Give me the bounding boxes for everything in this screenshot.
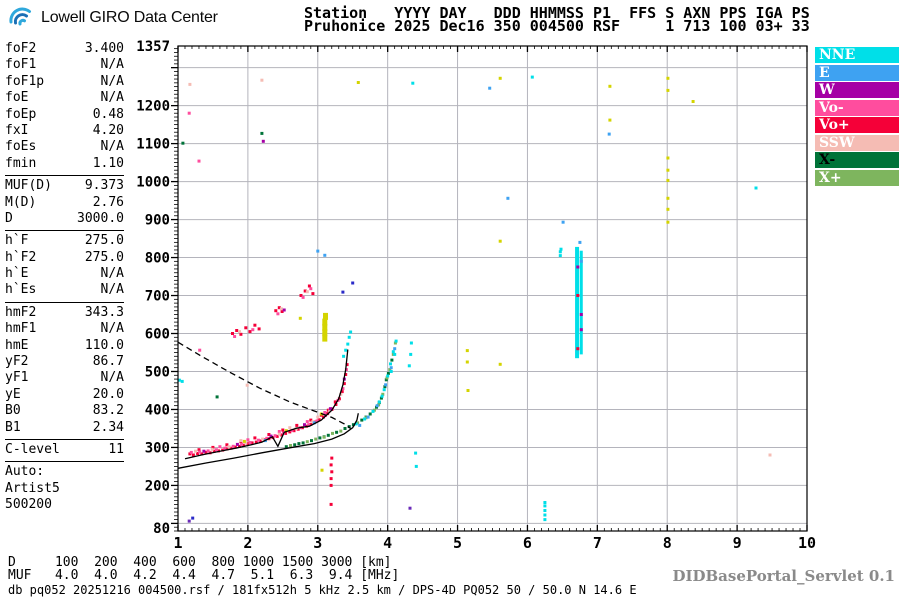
y-tick-label: 800 <box>145 251 170 267</box>
x-tick-label: 8 <box>663 534 672 552</box>
y-tick-label: 200 <box>145 478 170 494</box>
param-clevel: C-level 11 <box>5 441 124 457</box>
param-yf1: yF1 N/A <box>5 370 124 386</box>
param-md: M(D) 2.76 <box>5 194 124 210</box>
series-nne <box>177 75 758 522</box>
legend-vo-: Vo+ <box>815 117 899 133</box>
series-ssw <box>188 78 772 457</box>
param-hmf2: hmF2 343.3 <box>5 304 124 320</box>
profile-curve <box>177 413 359 469</box>
x-tick-label: 6 <box>523 534 532 552</box>
panel-separator <box>5 230 124 232</box>
o-trace-curve <box>184 349 349 460</box>
x-tick-label: 7 <box>593 534 602 552</box>
status-line: db pq052 20251216 004500.rsf / 181fx512h… <box>8 583 637 597</box>
series-vo- <box>187 111 348 454</box>
x-tick-label: 2 <box>243 534 252 552</box>
legend-x-: X- <box>815 152 899 168</box>
x-tick-label: 1 <box>173 534 182 552</box>
series-yellow <box>242 76 695 472</box>
distance-row: D 100 200 400 600 800 1000 1500 3000 [km… <box>8 555 392 570</box>
legend-e: E <box>815 64 899 81</box>
param-he: h`E N/A <box>5 266 124 282</box>
param-auto: Auto: <box>5 464 45 480</box>
x-tick-label: 4 <box>383 534 392 552</box>
param-hf: h`F 275.0 <box>5 233 124 249</box>
param-d: D 3000.0 <box>5 210 124 226</box>
series-purple <box>187 506 412 523</box>
y-tick-label: 400 <box>145 402 170 418</box>
station-header-values: Pruhonice 2025 Dec16 350 004500 RSF 1 71… <box>304 17 810 35</box>
transmission-curve <box>177 341 351 430</box>
y-tick-label: 80 <box>153 521 170 537</box>
param-500200: 500200 <box>5 497 52 513</box>
param-yf2: yF2 86.7 <box>5 354 124 370</box>
param-hme: hmE 110.0 <box>5 337 124 353</box>
giro-logo[interactable]: Lowell GIRO Data Center <box>8 5 218 31</box>
param-fof1: foF1 N/A <box>5 57 124 73</box>
y-tick-label: 700 <box>145 289 170 305</box>
muf-row: MUF 4.0 4.0 4.2 4.4 4.7 5.1 6.3 9.4 [MHz… <box>8 568 400 583</box>
param-fof2: foF2 3.400 <box>5 41 124 56</box>
trace-curves <box>177 341 359 469</box>
series-yellow <box>322 312 328 342</box>
x-tick-label: 5 <box>453 534 462 552</box>
param-foe: foE N/A <box>5 90 124 106</box>
x-tick-label: 9 <box>733 534 742 552</box>
x-tick-label: 10 <box>798 534 816 552</box>
param-fmin: fmin 1.10 <box>5 155 124 171</box>
axis-labels: 1 2 3 4 5 6 7 8 9 10 1357 1200 1100 1000 900 800 700 600 5… <box>136 39 816 552</box>
y-tick-label: 1000 <box>136 175 170 191</box>
param-ye: yE 20.0 <box>5 386 124 402</box>
param-fof1p: foF1p N/A <box>5 73 124 89</box>
y-tick-label: 1357 <box>136 39 170 55</box>
y-tick-label: 300 <box>145 440 170 456</box>
servlet-version: DIDBasePortal_Servlet 0.1 <box>672 567 895 585</box>
y-tick-label: 600 <box>145 327 170 343</box>
x-tick-label: 3 <box>313 534 322 552</box>
param-foep: foEp 0.48 <box>5 106 124 122</box>
param-fxi: fxI 4.20 <box>5 122 124 138</box>
param-hes: h`Es N/A <box>5 282 124 298</box>
param-hf2: h`F2 275.0 <box>5 249 124 265</box>
legend-ssw: SSW <box>815 134 899 151</box>
panel-separator <box>5 175 124 177</box>
interference-bars <box>575 246 583 359</box>
param-b0: B0 83.2 <box>5 403 124 419</box>
param-artist5: Artist5 <box>5 480 60 496</box>
echo-direction-legend: NNE E W Vo- Vo+ SSW X- X+ <box>815 47 899 187</box>
plot-grid <box>178 46 807 531</box>
echo-data-points <box>177 75 772 523</box>
param-b1: B1 2.34 <box>5 419 124 435</box>
panel-separator <box>5 438 124 440</box>
y-tick-label: 900 <box>145 213 170 229</box>
series-e <box>263 86 611 443</box>
legend-w: W <box>815 82 899 98</box>
param-hmf1: hmF1 N/A <box>5 321 124 337</box>
series-dark-blue <box>191 281 355 520</box>
param-mufd: MUF(D) 9.373 <box>5 178 124 194</box>
parameter-panel: foF2 3.400 foF1 N/A foF1p N/A foE N/A foEp 0.48 fx… <box>5 41 124 514</box>
station-header-columns: Station YYYY DAY DDD HHMMSS P1 FFS S AXN… <box>304 4 810 22</box>
y-tick-label: 500 <box>145 364 170 380</box>
axis-ticks <box>171 46 808 532</box>
y-tick-label: 1100 <box>136 137 170 153</box>
giro-logo-icon <box>9 7 31 26</box>
legend-vo-: Vo- <box>815 99 899 116</box>
giro-logo-text: Lowell GIRO Data Center <box>41 9 218 26</box>
y-tick-label: 1200 <box>136 99 170 115</box>
plot-frame <box>177 45 808 532</box>
panel-separator <box>5 461 124 463</box>
legend-x-: X+ <box>815 169 899 186</box>
legend-nne: NNE <box>815 47 899 63</box>
panel-separator <box>5 301 124 303</box>
series-w <box>202 139 583 453</box>
param-foes: foEs N/A <box>5 139 124 155</box>
